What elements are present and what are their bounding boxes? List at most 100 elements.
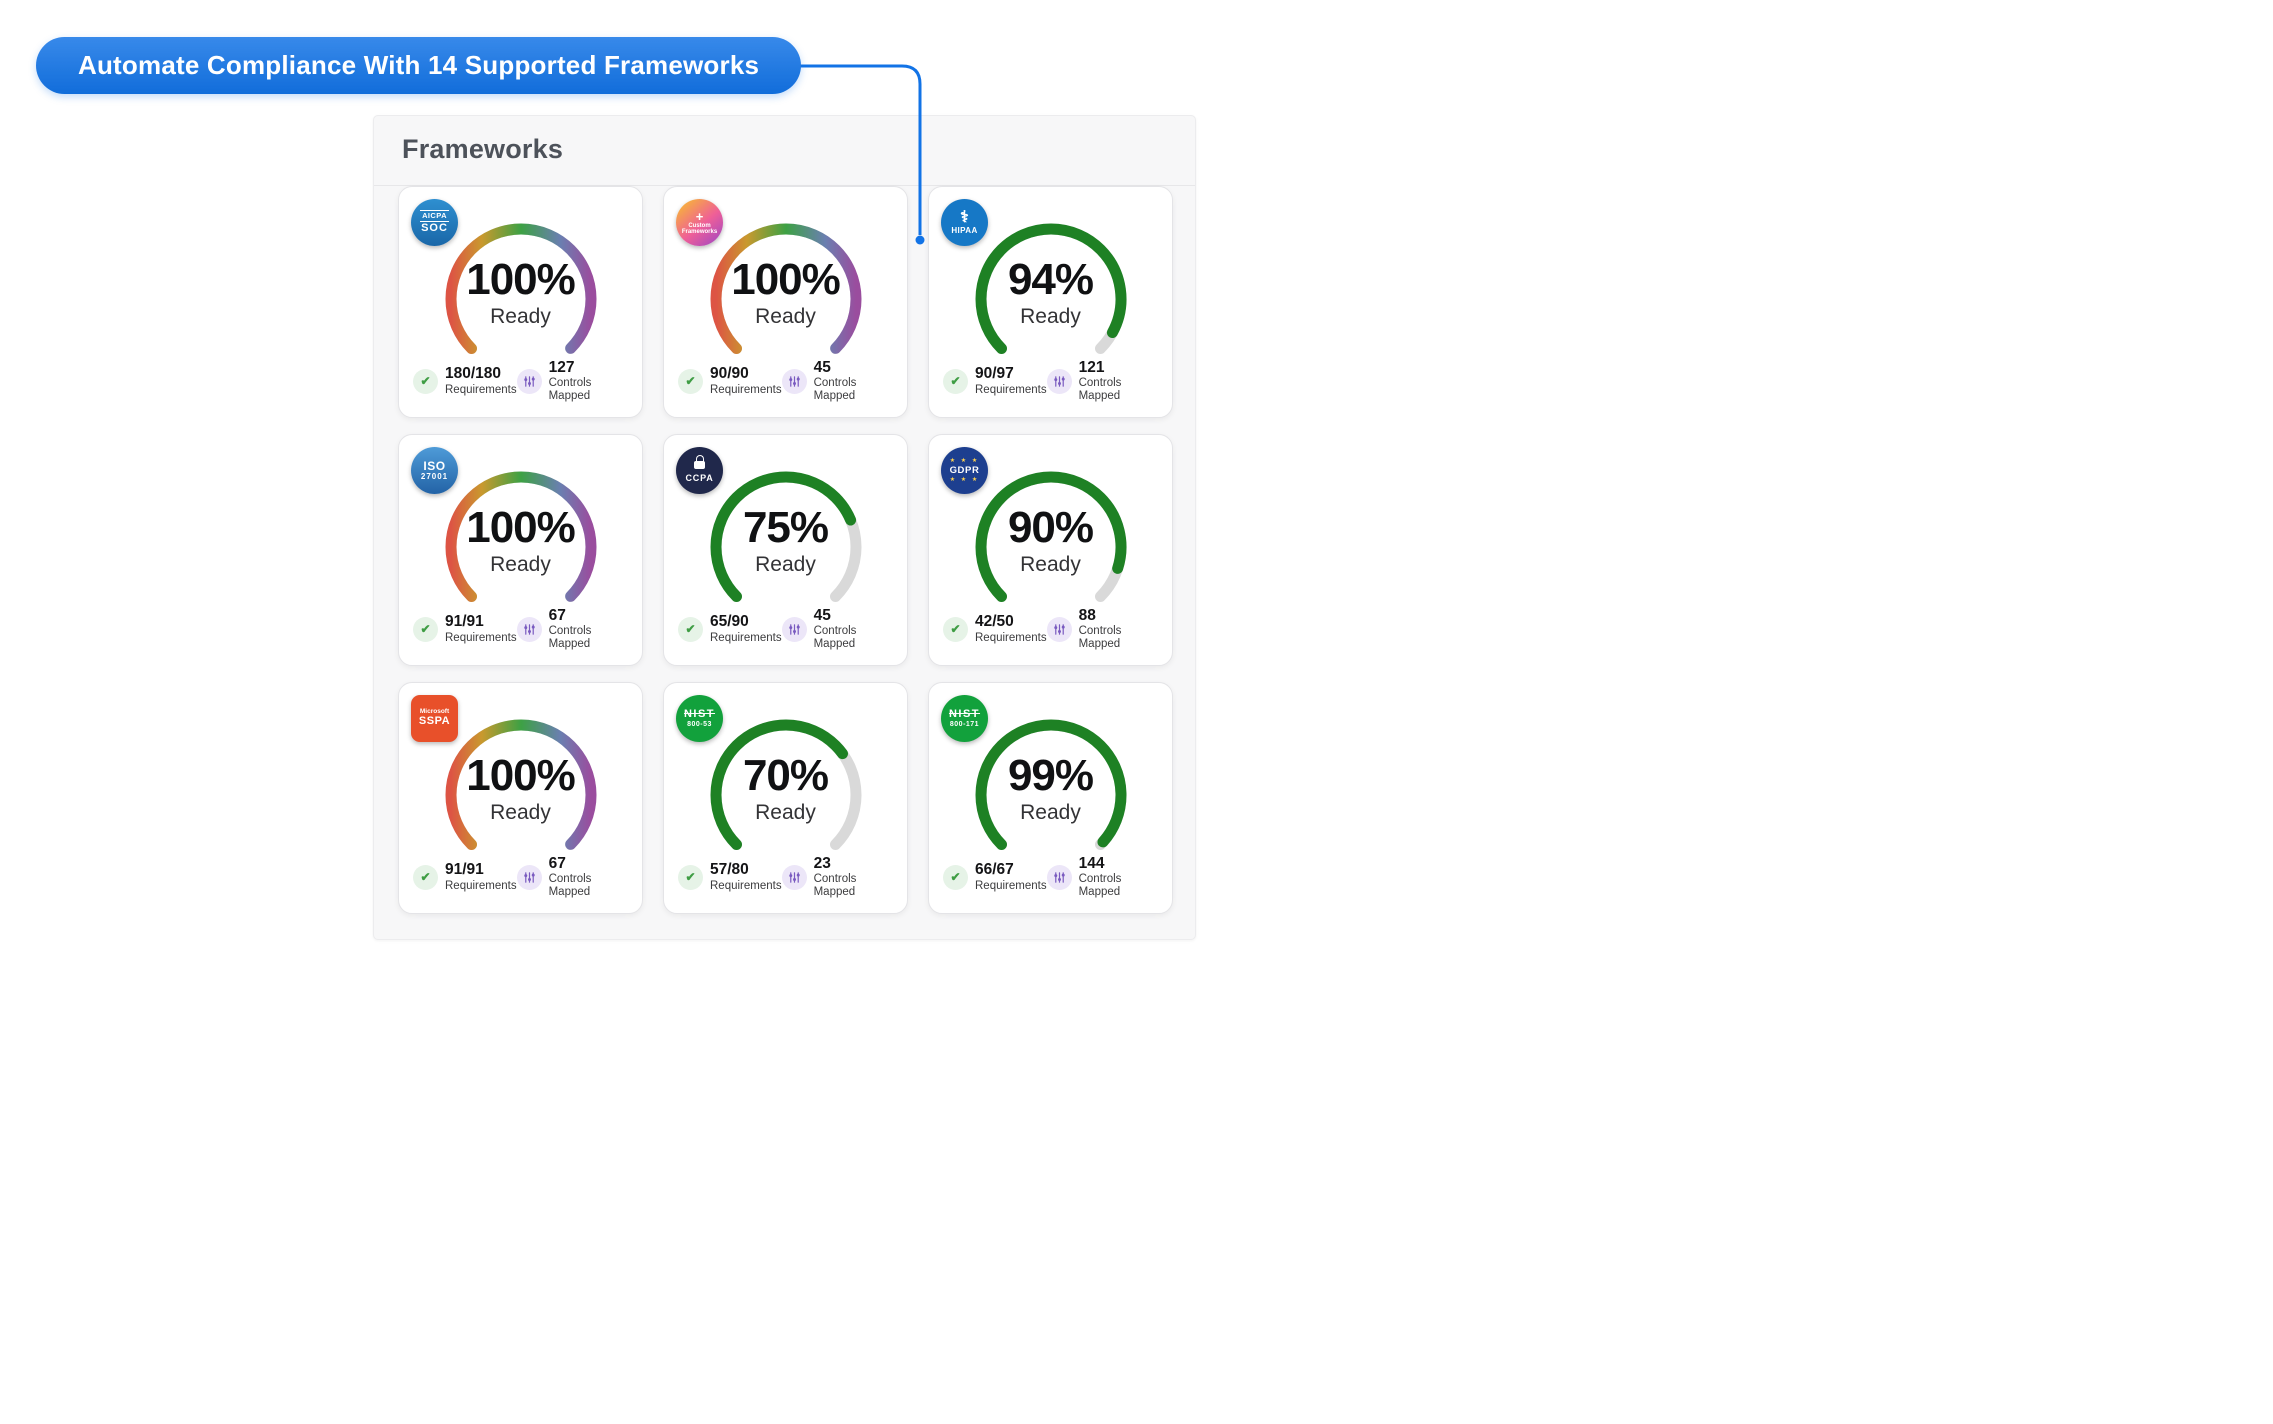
requirements-stat: ✔ 91/91 Requirements: [413, 613, 517, 645]
framework-badge: NIST 800-171: [941, 695, 988, 742]
badge-text: SSPA: [418, 715, 451, 728]
badge-text: Microsoft: [419, 708, 450, 716]
card-stats: ✔ 90/97 Requirements: [943, 359, 1160, 404]
card-stats: ✔ 180/180 Requirements: [413, 359, 630, 404]
framework-card[interactable]: ★ ★ ★ GDPR ★ ★ ★ 90% Ready ✔ 42/50 Require…: [928, 434, 1173, 666]
gauge-fill: [975, 471, 1126, 602]
gauge-fill: [975, 223, 1126, 354]
requirements-value: 90/97: [975, 365, 1014, 383]
check-icon: ✔: [413, 864, 438, 890]
callout-label: Automate Compliance With 14 Supported Fr…: [78, 50, 760, 80]
requirements-stat: ✔ 65/90 Requirements: [678, 613, 782, 645]
controls-value: 45: [813, 358, 831, 376]
controls-stat: 45 Controls Mapped: [781, 607, 895, 652]
requirements-value: 91/91: [445, 613, 484, 631]
badge-text: GDPR: [949, 464, 980, 476]
gauge-fill: [710, 471, 861, 602]
readiness-percent: 90%: [1007, 503, 1094, 552]
sliders-icon: [1046, 864, 1072, 890]
controls-value: 127: [548, 358, 575, 376]
sliders-icon: [516, 864, 542, 890]
gauge-fill: [445, 471, 596, 602]
badge-text: 27001: [420, 471, 449, 481]
framework-card[interactable]: NIST 800-171 99% Ready ✔ 66/67 Requiremen…: [928, 682, 1173, 914]
framework-badge: CCPA: [676, 447, 723, 494]
readiness-label: Ready: [490, 801, 551, 825]
framework-card[interactable]: Microsoft SSPA 100% Ready ✔ 91/91 Require…: [398, 682, 643, 914]
plus-icon: +: [695, 208, 704, 224]
framework-badge: + Custom Frameworks: [676, 199, 723, 246]
readiness-percent: 100%: [466, 751, 576, 800]
controls-stat: 88 Controls Mapped: [1046, 607, 1160, 652]
sliders-icon: [781, 616, 807, 642]
requirements-label: Requirements: [975, 879, 1047, 892]
readiness-gauge: 100% Ready: [693, 217, 879, 377]
gauge-fill: [445, 223, 596, 354]
requirements-value: 91/91: [445, 861, 484, 879]
framework-badge: Microsoft SSPA: [411, 695, 458, 742]
readiness-percent: 99%: [1007, 751, 1094, 800]
requirements-label: Requirements: [445, 631, 517, 644]
badge-text: HIPAA: [951, 225, 978, 235]
gauge-fill: [445, 719, 596, 850]
controls-stat: 144 Controls Mapped: [1046, 855, 1160, 900]
controls-label: Controls Mapped: [548, 376, 592, 403]
badge-text: SOC: [421, 222, 448, 235]
controls-value: 67: [548, 854, 566, 872]
gauge-text: 100% Ready: [428, 256, 614, 329]
readiness-label: Ready: [1020, 305, 1081, 329]
controls-stat: 121 Controls Mapped: [1046, 358, 1160, 404]
frameworks-panel: Frameworks AICPA SOC 100% Ready ✔ 180/180…: [373, 115, 1196, 940]
card-stats: ✔ 91/91 Requirements: [413, 607, 630, 652]
gauge-text: 70% Ready: [693, 752, 879, 825]
requirements-stat: ✔ 66/67 Requirements: [943, 861, 1047, 893]
check-icon: ✔: [678, 864, 703, 890]
readiness-gauge: 90% Ready: [958, 465, 1144, 625]
readiness-label: Ready: [755, 305, 816, 329]
framework-card[interactable]: + Custom Frameworks 100% Ready ✔ 90/90 Req…: [663, 186, 908, 418]
framework-card[interactable]: ⚕ HIPAA 94% Ready ✔ 90/97 Requirements: [928, 186, 1173, 418]
panel-header: Frameworks: [374, 116, 1195, 186]
framework-badge: ISO 27001: [411, 447, 458, 494]
check-icon: ✔: [943, 864, 968, 890]
requirements-value: 90/90: [710, 365, 749, 383]
requirements-label: Requirements: [975, 631, 1047, 644]
readiness-percent: 100%: [731, 255, 841, 304]
controls-label: Controls Mapped: [813, 624, 857, 651]
check-icon: ✔: [413, 368, 438, 394]
sliders-icon: [781, 864, 807, 890]
controls-label: Controls Mapped: [813, 872, 857, 899]
check-icon: ✔: [943, 368, 968, 394]
controls-value: 121: [1078, 358, 1105, 376]
requirements-value: 180/180: [445, 365, 502, 383]
framework-badge: NIST 800-53: [676, 695, 723, 742]
framework-card[interactable]: NIST 800-53 70% Ready ✔ 57/80 Requirement…: [663, 682, 908, 914]
sliders-icon: [1046, 368, 1072, 394]
cards-grid: AICPA SOC 100% Ready ✔ 180/180 Requiremen…: [374, 186, 1195, 939]
controls-value: 67: [548, 606, 566, 624]
framework-badge: ⚕ HIPAA: [941, 199, 988, 246]
requirements-value: 42/50: [975, 613, 1014, 631]
framework-card[interactable]: AICPA SOC 100% Ready ✔ 180/180 Requiremen…: [398, 186, 643, 418]
readiness-gauge: 100% Ready: [428, 465, 614, 625]
requirements-label: Requirements: [445, 383, 517, 396]
badge-text: AICPA: [420, 210, 449, 223]
badge-text: Custom: [688, 222, 711, 229]
readiness-label: Ready: [755, 801, 816, 825]
callout-pill: Automate Compliance With 14 Supported Fr…: [36, 37, 801, 94]
gauge-text: 90% Ready: [958, 503, 1144, 577]
controls-label: Controls Mapped: [813, 376, 857, 403]
panel-title: Frameworks: [402, 134, 564, 164]
gauge-fill: [710, 223, 861, 354]
readiness-gauge: 100% Ready: [428, 217, 614, 377]
controls-label: Controls Mapped: [1078, 872, 1122, 899]
requirements-stat: ✔ 180/180 Requirements: [413, 365, 517, 397]
framework-badge: ★ ★ ★ GDPR ★ ★ ★: [941, 447, 988, 494]
requirements-stat: ✔ 57/80 Requirements: [678, 861, 782, 893]
readiness-percent: 94%: [1007, 255, 1094, 304]
sliders-icon: [781, 368, 807, 394]
framework-card[interactable]: ISO 27001 100% Ready ✔ 91/91 Requirements: [398, 434, 643, 666]
framework-card[interactable]: CCPA 75% Ready ✔ 65/90 Requirements: [663, 434, 908, 666]
readiness-label: Ready: [1020, 801, 1081, 825]
